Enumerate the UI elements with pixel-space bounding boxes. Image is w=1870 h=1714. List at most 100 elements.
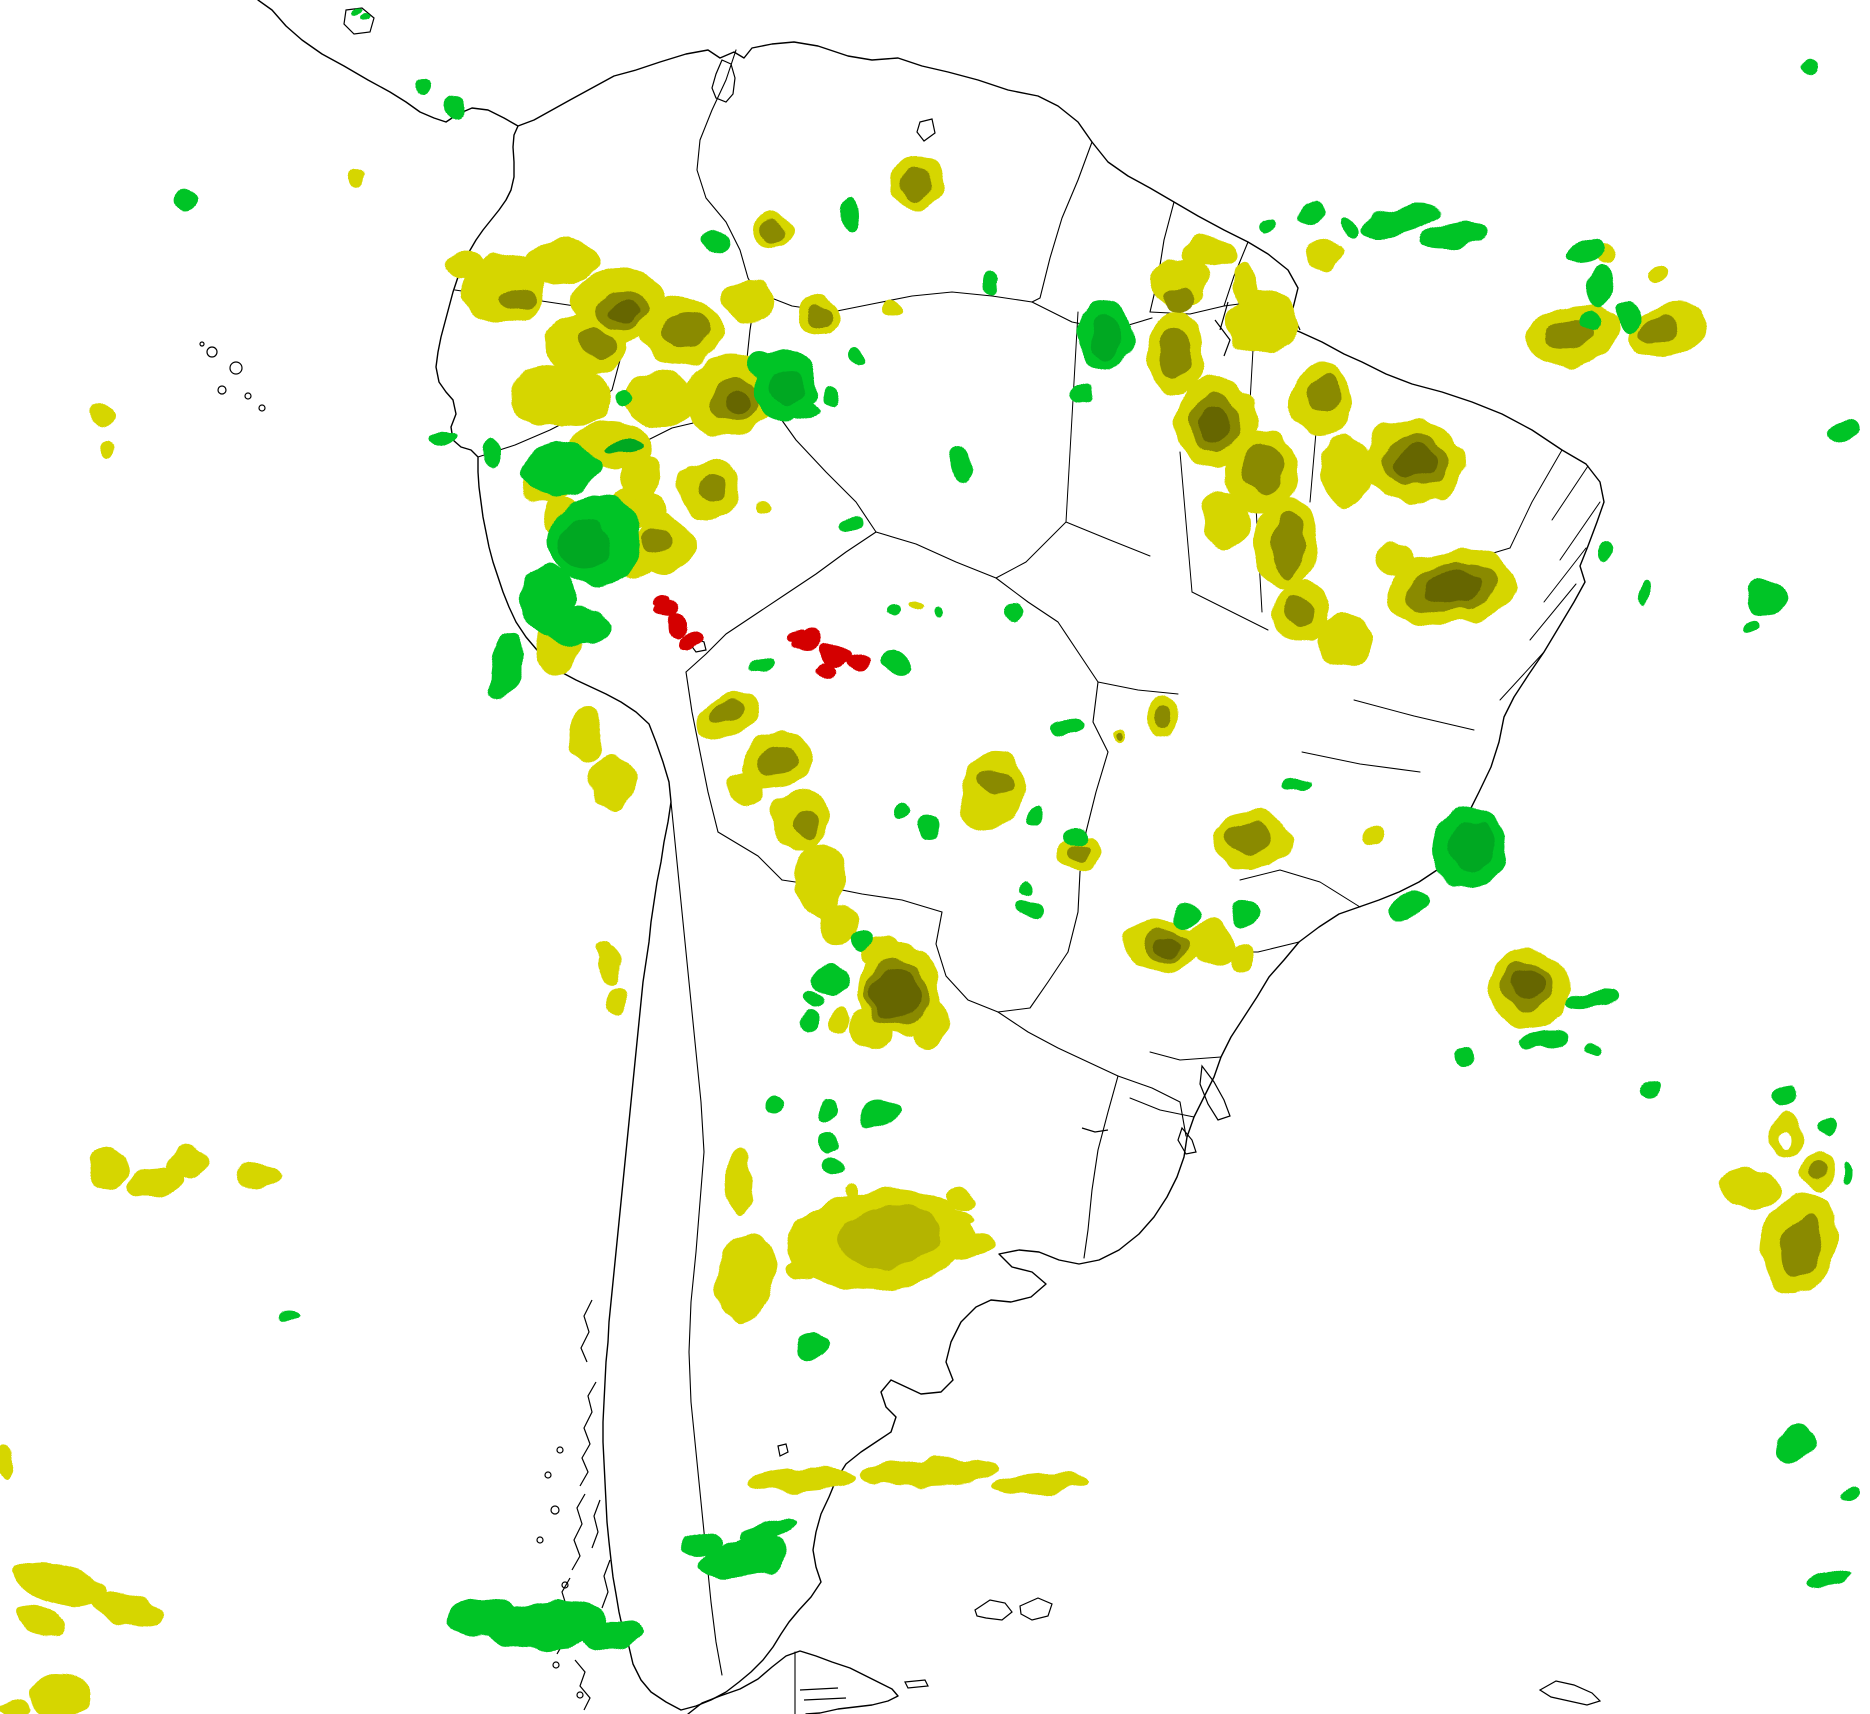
weather-cell-yellow: [0, 1700, 31, 1714]
weather-cell-green: [748, 354, 776, 378]
weather-cell-yellow: [1719, 1169, 1781, 1211]
weather-cell-yellow: [948, 1190, 976, 1210]
weather-cell-green: [700, 230, 730, 254]
weather-cell-olive_dark: [1513, 971, 1545, 999]
weather-cell-green: [741, 1517, 799, 1543]
weather-cell-green: [1018, 902, 1042, 918]
weather-cell-red: [846, 654, 872, 672]
weather-cell-green: [1804, 1571, 1850, 1589]
weather-cell-green: [614, 390, 634, 406]
weather-cell-green: [803, 990, 823, 1008]
weather-cell-green_dark: [772, 370, 804, 406]
weather-cell-olive: [1272, 514, 1304, 576]
weather-cell-yellow: [126, 1166, 184, 1200]
weather-cell-olive: [1308, 377, 1340, 415]
weather-cell-olive: [580, 330, 616, 354]
weather-cell-olive: [1642, 317, 1678, 343]
weather-cell-green: [1282, 779, 1314, 791]
weather-cell-yellow: [166, 1146, 206, 1178]
weather-cell-green: [1565, 988, 1621, 1010]
weather-cell-yellow: [725, 774, 767, 806]
weather-cell-green: [548, 608, 608, 648]
weather-cell-yellow: [715, 1234, 775, 1320]
weather-cell-green: [1829, 417, 1859, 443]
weather-cell-yellow: [14, 1606, 66, 1634]
weather-cell-green: [1173, 903, 1197, 927]
weather-cell-green: [1062, 827, 1088, 843]
weather-cell-yellow: [589, 753, 635, 811]
weather-cell-yellow: [1376, 544, 1418, 576]
weather-cell-yellow: [349, 165, 367, 187]
weather-cell-yellow: [1647, 266, 1669, 284]
weather-cell-green: [798, 1011, 818, 1033]
weather-cell-green: [444, 98, 466, 118]
weather-cell-olive: [760, 221, 784, 241]
weather-cell-yellow: [447, 251, 483, 279]
weather-cell-green: [1615, 301, 1645, 331]
trinidad-island-outline: [916, 118, 936, 142]
weather-cell-green: [1638, 1081, 1662, 1099]
weather-cell-green_dark: [560, 520, 610, 570]
weather-cell-green: [932, 607, 944, 617]
weather-cell-yellow: [101, 438, 119, 456]
weather-cell-green: [364, 14, 374, 22]
weather-cell-yellow: [744, 1467, 856, 1493]
weather-cell-olive: [1811, 1162, 1827, 1182]
weather-cell-green: [797, 1332, 827, 1358]
weather-cell-olive: [645, 529, 671, 551]
weather-cell-green: [1294, 203, 1326, 227]
falkland-islands-outline: [974, 1597, 1053, 1621]
weather-cell-yellow: [1226, 942, 1254, 974]
weather-cell-yellow: [596, 938, 612, 958]
weather-cell-green: [1451, 1047, 1475, 1067]
weather-cell-green: [1388, 890, 1428, 920]
weather-cell-green: [1636, 581, 1650, 605]
weather-cell-green: [1017, 880, 1033, 896]
weather-cell-olive_dark: [1202, 407, 1230, 443]
weather-cell-yellow: [1226, 291, 1298, 353]
weather-cell-green: [841, 199, 859, 231]
weather-cell-yellow: [1149, 256, 1211, 308]
weather-cell-yellow: [909, 603, 921, 611]
weather-cell-green: [886, 607, 900, 617]
weather-overlay-layer: [0, 6, 1859, 1714]
weather-cell-green: [1747, 580, 1789, 616]
weather-cell-yellow: [1184, 236, 1236, 268]
weather-cell-green: [1028, 807, 1044, 825]
basemap-layer: [199, 0, 1605, 1714]
weather-cell-green: [920, 816, 940, 840]
galapagos-islands-outline: [199, 341, 266, 412]
weather-cell-green: [750, 657, 774, 671]
weather-cell-green_dark: [1089, 316, 1123, 360]
weather-cell-green: [1360, 205, 1440, 239]
weather-cell-green: [280, 1310, 296, 1320]
weather-cell-green: [488, 1600, 608, 1650]
weather-cell-olive: [1226, 822, 1272, 854]
weather-cell-green: [445, 1599, 515, 1637]
weather-cell-olive: [1069, 843, 1091, 861]
weather-cell-red: [791, 628, 825, 652]
weather-cell-yellow: [1187, 920, 1233, 966]
weather-cell-green: [822, 1135, 840, 1153]
weather-cell-green: [792, 402, 820, 422]
weather-cell-yellow: [845, 1182, 861, 1198]
weather-cell-green: [851, 929, 873, 953]
coastal-lagoons-outline: [1081, 1064, 1231, 1155]
weather-cell-olive: [808, 305, 832, 325]
weather-cell-yellow: [567, 709, 603, 761]
weather-cell-green: [1262, 220, 1280, 236]
weather-cell-yellow: [1319, 615, 1371, 667]
weather-cell-olive_dark: [871, 969, 919, 1021]
weather-cell-olive: [1154, 703, 1174, 729]
lake-maracaibo-outline: [711, 59, 736, 103]
weather-cell-yellow: [94, 1593, 166, 1627]
weather-cell-red: [679, 635, 701, 651]
weather-cell-green: [1520, 1029, 1570, 1051]
weather-cell-olive_dark: [1422, 572, 1482, 604]
weather-cell-green: [1567, 241, 1603, 263]
weather-cell-yellow: [942, 1233, 994, 1261]
weather-cell-yellow: [885, 301, 903, 319]
weather-cell-green: [351, 6, 365, 14]
weather-cell-green: [814, 967, 850, 993]
weather-cell-yellow: [724, 280, 776, 320]
